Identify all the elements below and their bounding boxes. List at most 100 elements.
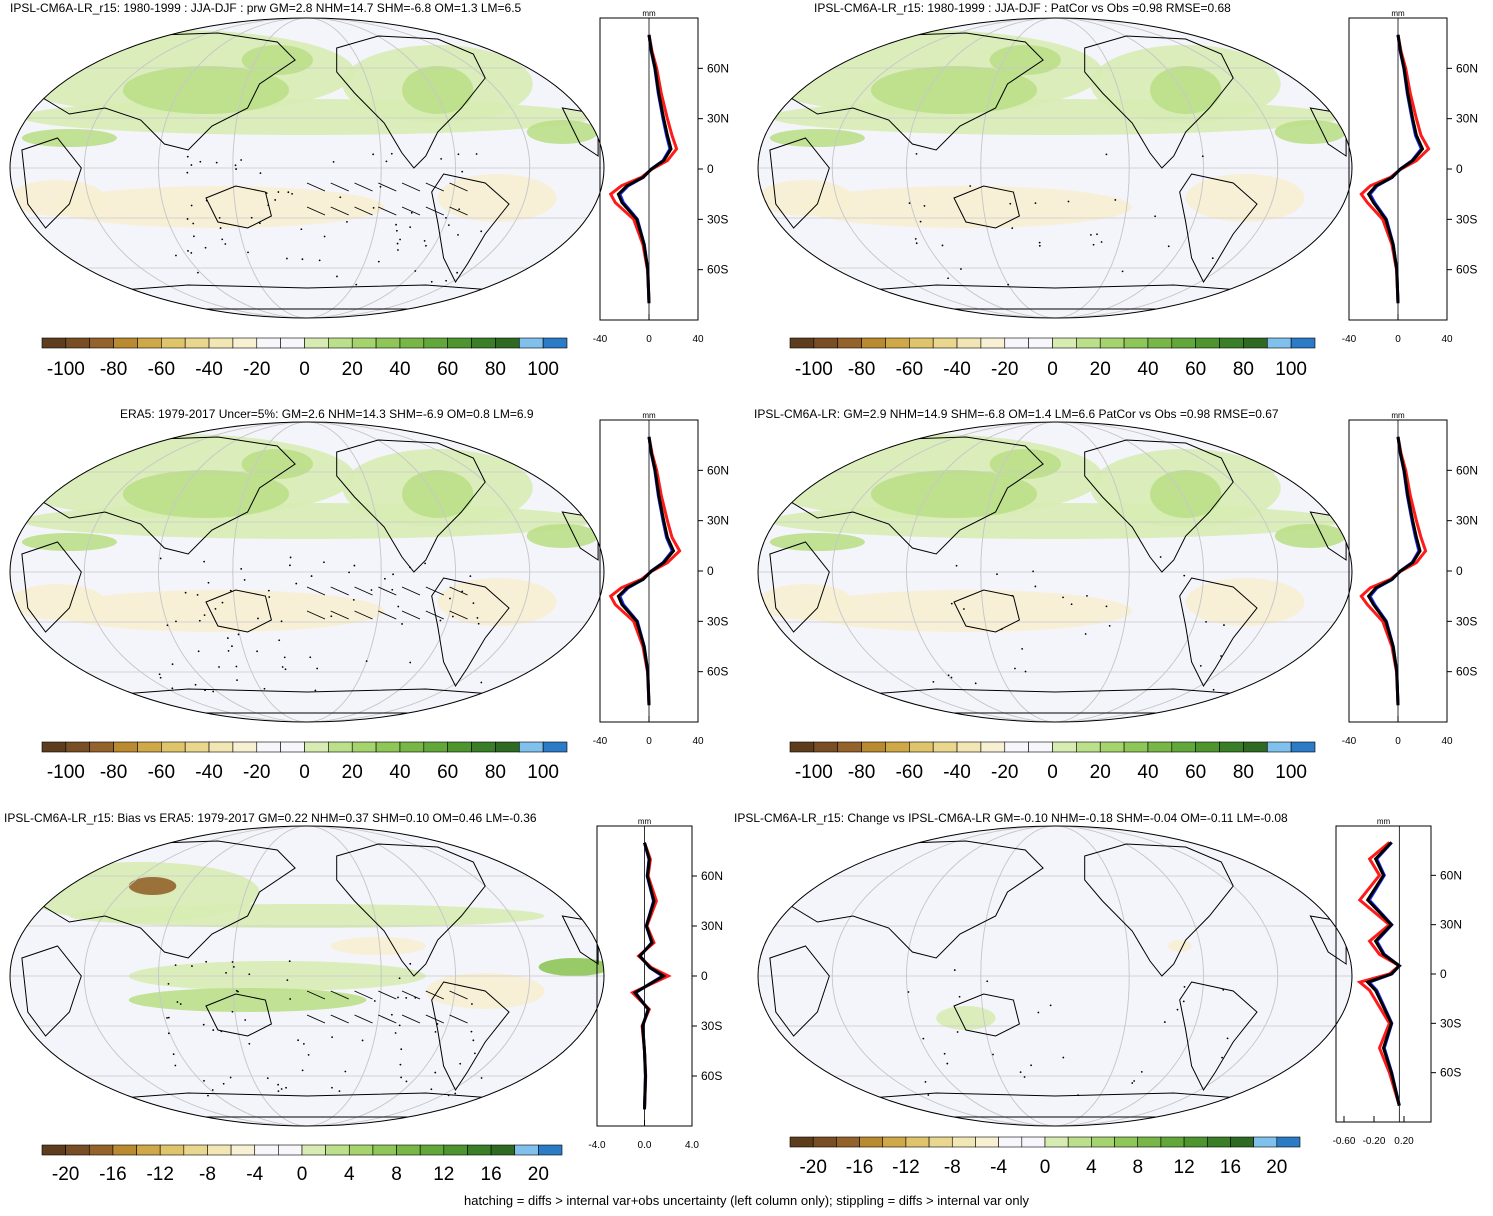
colorbar-label: -20 bbox=[991, 359, 1018, 380]
stipple-dot bbox=[390, 152, 393, 155]
coastline-northAmerica bbox=[1084, 843, 1234, 977]
stipple-dot bbox=[447, 224, 450, 227]
stipple-dot bbox=[370, 589, 373, 591]
contour-fill bbox=[526, 120, 599, 144]
stipple-dot bbox=[310, 575, 313, 577]
contour-fill bbox=[1185, 174, 1305, 222]
stipple-dot bbox=[171, 687, 174, 690]
colorbar-cell bbox=[538, 1144, 563, 1156]
stipple-dot bbox=[405, 1080, 408, 1083]
stipple-dot bbox=[240, 568, 243, 570]
colorbar-cell bbox=[232, 741, 258, 753]
colorbar-cell bbox=[1021, 1136, 1046, 1148]
graticule-lon bbox=[980, 826, 1130, 1126]
stipple-dot bbox=[258, 222, 261, 225]
stipple-dot bbox=[224, 243, 227, 245]
stipple-dot bbox=[956, 1031, 959, 1033]
profile-ytick-label: 30N bbox=[1440, 918, 1462, 932]
zonal-profile: mm 60N 30N 0 30S 60S -40 0 40 bbox=[593, 411, 729, 747]
stipple-dot bbox=[1096, 233, 1098, 236]
profile-line bbox=[608, 436, 682, 706]
stipple-dot bbox=[919, 220, 922, 223]
hatch-line bbox=[449, 206, 468, 216]
profile-line bbox=[1359, 436, 1428, 706]
colorbar-label: 20 bbox=[1090, 762, 1111, 783]
profile-ytick-label: 0 bbox=[1440, 967, 1447, 981]
colorbar-label: 40 bbox=[389, 762, 410, 783]
stipple-dot bbox=[196, 593, 199, 596]
colorbar-cell bbox=[89, 337, 114, 349]
stipple-dot bbox=[286, 257, 288, 260]
stipple-dot bbox=[1032, 570, 1035, 573]
contour-fill bbox=[241, 45, 313, 75]
hatch-line bbox=[449, 1014, 468, 1024]
stipple-dot bbox=[1222, 988, 1225, 991]
stipple-dot bbox=[397, 996, 399, 999]
coastline-africa bbox=[21, 541, 82, 633]
colorbar-cell bbox=[137, 337, 162, 349]
graticule-lon bbox=[83, 18, 531, 318]
colorbar-cell bbox=[278, 1144, 303, 1156]
stipple-dot bbox=[459, 1062, 462, 1065]
colorbar-cell bbox=[280, 337, 305, 349]
stipple-dot bbox=[480, 681, 483, 684]
stipple-dot bbox=[395, 229, 398, 232]
colorbar-cell bbox=[208, 741, 234, 753]
stipple-dot bbox=[475, 153, 478, 155]
stipple-dot bbox=[221, 238, 224, 241]
stipple-dot bbox=[212, 1029, 215, 1031]
profile-ytick-label: 30N bbox=[701, 919, 723, 933]
coastline-southAmerica bbox=[431, 981, 510, 1092]
stipple-dot bbox=[361, 1039, 364, 1042]
contour-fill bbox=[526, 524, 599, 548]
stipple-dot bbox=[284, 668, 287, 671]
colorbar-cell bbox=[928, 1136, 953, 1148]
colorbar-label: -40 bbox=[943, 762, 970, 783]
stipple-dot bbox=[344, 1070, 347, 1073]
profile-ytick-label: 60N bbox=[701, 869, 723, 883]
stipple-dot bbox=[237, 633, 240, 636]
colorbar-cell bbox=[1004, 337, 1029, 349]
stipple-dot bbox=[277, 191, 280, 193]
profile-ytick-label: 60S bbox=[1456, 263, 1477, 277]
stipple-dot bbox=[372, 153, 375, 156]
colorbar-cell bbox=[1171, 741, 1196, 753]
colorbar-label: 8 bbox=[391, 1164, 402, 1185]
colorbar-cell bbox=[1276, 1136, 1301, 1148]
colorbar-cell bbox=[980, 337, 1006, 349]
colorbar-cell bbox=[951, 1136, 976, 1148]
stipple-dot bbox=[257, 617, 259, 620]
colorbar-cell bbox=[328, 337, 353, 349]
colorbar-cell bbox=[1114, 1136, 1139, 1148]
colorbar-label: 0 bbox=[299, 762, 310, 783]
stipple-dot bbox=[409, 661, 412, 664]
profile-line bbox=[608, 34, 679, 304]
stipple-dot bbox=[461, 590, 464, 593]
contour-fill bbox=[989, 45, 1061, 75]
colorbar-cell bbox=[254, 1144, 279, 1156]
colorbar-cell bbox=[161, 741, 186, 753]
colorbar-cell bbox=[1290, 337, 1316, 349]
contour-fill bbox=[128, 877, 177, 895]
stipple-dot bbox=[947, 674, 950, 677]
colorbar-label: 20 bbox=[1266, 1157, 1287, 1178]
stipple-dot bbox=[470, 1030, 473, 1033]
stipple-dot bbox=[295, 582, 298, 585]
stipple-dot bbox=[430, 1088, 433, 1091]
stipple-dot bbox=[1226, 1037, 1229, 1040]
stipple-dot bbox=[1021, 648, 1024, 650]
map-panel-era5 bbox=[9, 421, 605, 723]
colorbar-label: -20 bbox=[991, 762, 1018, 783]
stipple-dot bbox=[1163, 1021, 1166, 1023]
stipple-dot bbox=[243, 579, 246, 581]
stipple-dot bbox=[301, 1069, 304, 1072]
colorbar-label: 80 bbox=[485, 762, 506, 783]
stipple-dot bbox=[287, 191, 290, 194]
coastline-australia bbox=[205, 993, 272, 1037]
stipple-dot bbox=[229, 589, 232, 592]
colorbar-cell bbox=[256, 741, 281, 753]
stipple-dot bbox=[199, 160, 202, 163]
stipple-dot bbox=[355, 283, 358, 286]
stipple-dot bbox=[1212, 688, 1215, 691]
colorbar-cell bbox=[837, 741, 862, 753]
